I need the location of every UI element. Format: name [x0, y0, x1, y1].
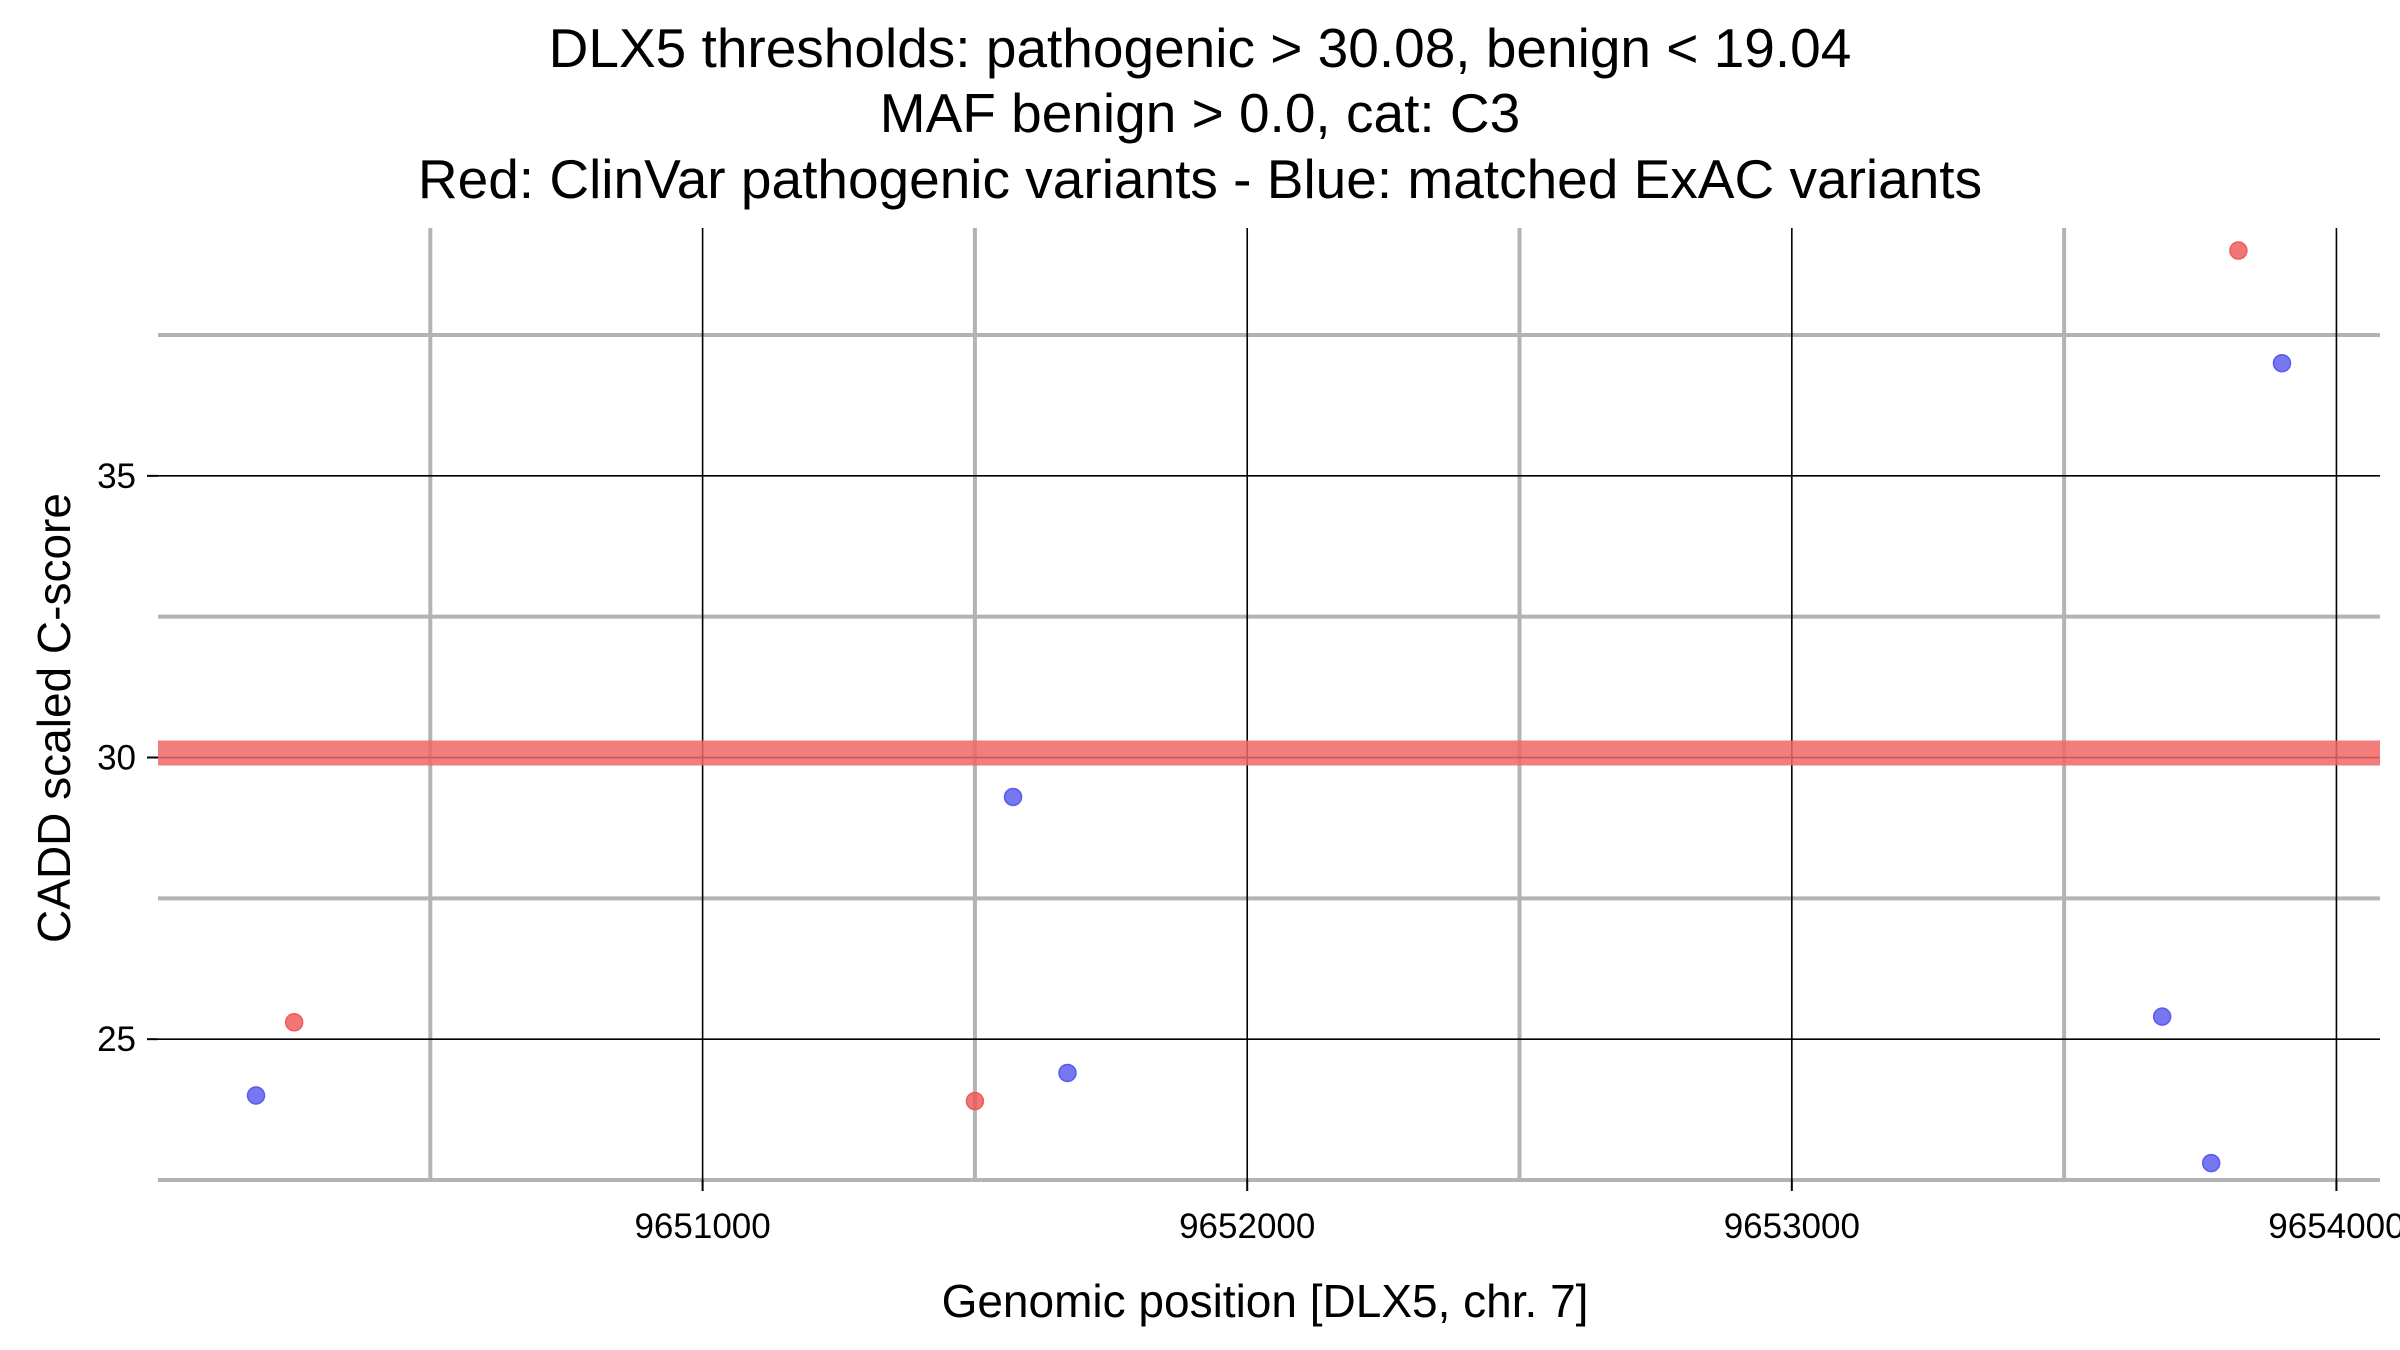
clinvar-point: [965, 1091, 985, 1111]
x-tick-label: 9652000: [1179, 1207, 1315, 1246]
title-line-3: Red: ClinVar pathogenic variants - Blue:…: [418, 148, 1982, 210]
threshold-layer: [158, 740, 2380, 766]
chart-title: DLX5 thresholds: pathogenic > 30.08, ben…: [418, 17, 1982, 210]
y-tick-label: 30: [97, 739, 136, 778]
exac-point: [2152, 1007, 2172, 1026]
x-tick-label: 9653000: [1724, 1207, 1860, 1246]
title-line-1: DLX5 thresholds: pathogenic > 30.08, ben…: [549, 17, 1852, 79]
y-axis: 25 30 35: [97, 457, 158, 1059]
major-grid: [158, 228, 2380, 1180]
data-points: [246, 241, 2292, 1173]
x-axis-title: Genomic position [DLX5, chr. 7]: [942, 1275, 1589, 1327]
x-tick-label: 9651000: [634, 1207, 770, 1246]
minor-grid: [158, 228, 2380, 1182]
y-axis-title: CADD scaled C-score: [28, 493, 80, 943]
x-axis: 9651000 9652000 9653000 9654000: [634, 1180, 2400, 1246]
exac-point: [2272, 353, 2292, 373]
clinvar-point: [2229, 241, 2248, 260]
exac-point: [1058, 1063, 1077, 1083]
y-tick-label: 25: [97, 1020, 136, 1059]
y-tick-label: 35: [97, 457, 136, 496]
exac-point: [246, 1086, 266, 1105]
exac-point: [2201, 1153, 2221, 1173]
x-tick-label: 9654000: [2268, 1207, 2400, 1246]
clinvar-point: [284, 1013, 304, 1032]
title-line-2: MAF benign > 0.0, cat: C3: [880, 82, 1520, 144]
threshold-band: [158, 740, 2380, 766]
exac-point: [1003, 787, 1023, 807]
